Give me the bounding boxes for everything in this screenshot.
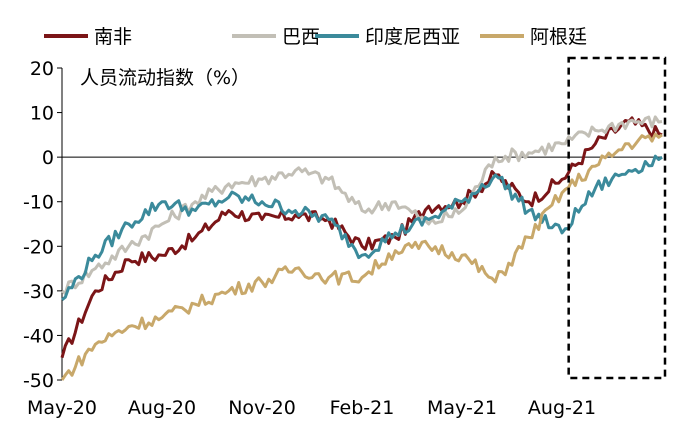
- y-tick-label: 20: [30, 58, 54, 80]
- y-axis-label: 人员流动指数（%）: [80, 67, 250, 89]
- x-tick-label: Aug-20: [128, 397, 196, 419]
- x-tick-label: May-20: [27, 397, 97, 419]
- legend-label-1: 巴西: [282, 26, 320, 48]
- y-tick-label: -10: [23, 192, 54, 214]
- legend: 南非 巴西 印度尼西亚 阿根廷: [44, 26, 587, 48]
- y-tick-label: -40: [23, 325, 54, 347]
- x-axis-ticks: May-20 Aug-20 Nov-20 Feb-21 May-21 Aug-21: [27, 397, 596, 419]
- x-tick-label: Feb-21: [330, 397, 395, 419]
- x-tick-label: Aug-21: [528, 397, 596, 419]
- y-tick-label: 10: [30, 103, 54, 125]
- legend-label-0: 南非: [94, 26, 132, 48]
- y-tick-label: -20: [23, 236, 54, 258]
- highlight-box: [569, 58, 665, 378]
- y-axis-ticks: -50 -40 -30 -20 -10 0 10 20: [23, 58, 62, 392]
- series-lines: [62, 117, 662, 380]
- x-tick-label: May-21: [427, 397, 497, 419]
- y-tick-label: 0: [42, 147, 54, 169]
- legend-label-3: 阿根廷: [530, 26, 587, 48]
- y-tick-label: -50: [23, 370, 54, 392]
- x-tick-label: Nov-20: [228, 397, 296, 419]
- legend-label-2: 印度尼西亚: [365, 26, 460, 48]
- y-tick-label: -30: [23, 281, 54, 303]
